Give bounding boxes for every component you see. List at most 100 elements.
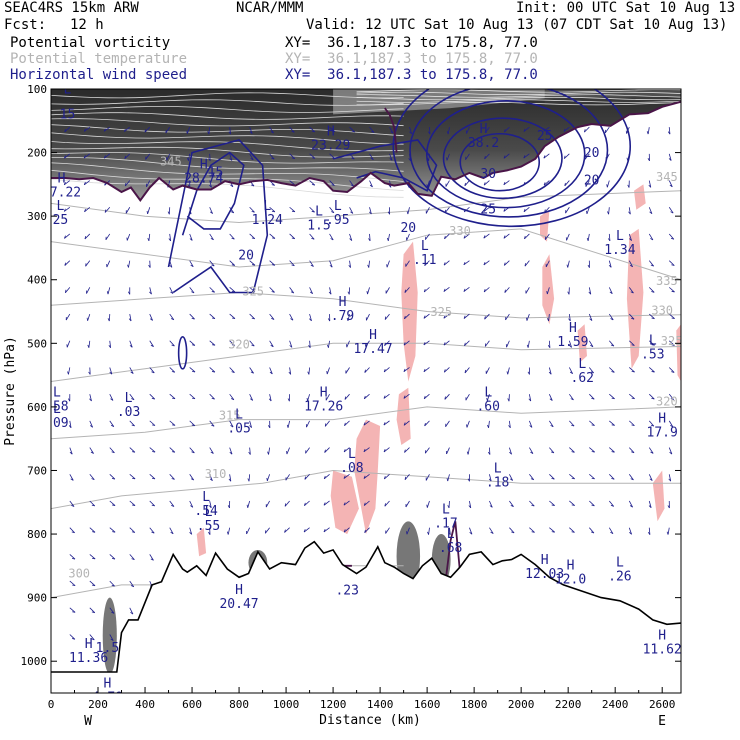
plot-frame xyxy=(50,88,682,694)
wind-vector xyxy=(89,527,96,533)
wind-vector xyxy=(344,393,350,400)
wind-vector xyxy=(369,180,373,188)
wind-vector-head xyxy=(351,157,355,160)
wind-vector xyxy=(446,447,450,455)
east-end-label: E xyxy=(658,714,666,729)
wind-vector xyxy=(463,233,470,239)
wind-vector-head xyxy=(571,451,575,453)
wind-vector xyxy=(309,180,316,186)
wind-vector-head xyxy=(549,398,553,401)
negative-pv-patch xyxy=(542,254,555,325)
jet-isotach xyxy=(459,132,541,192)
wind-vector xyxy=(104,206,111,213)
wind-vector xyxy=(464,340,470,346)
wind-vector xyxy=(504,287,510,293)
wind-vector xyxy=(606,180,610,188)
wind-vector xyxy=(648,500,652,508)
wind-vector xyxy=(124,153,131,160)
wind-vector xyxy=(289,153,296,159)
wind-vector-head xyxy=(109,371,113,375)
wind-vector-head xyxy=(348,264,351,268)
wind-vector-head xyxy=(447,505,450,509)
wind-vector xyxy=(186,127,191,134)
wind-vector xyxy=(349,126,355,133)
x-tick-label: 800 xyxy=(229,698,249,711)
wind-speed-contour-layer xyxy=(167,89,631,370)
wind-vector-head xyxy=(563,155,566,159)
pv-contour-low xyxy=(445,521,461,579)
wind-vector-head xyxy=(306,397,309,401)
wind-vector-head xyxy=(509,451,512,455)
wind-vector-head xyxy=(571,424,575,427)
wind-vector xyxy=(329,233,334,241)
isotach-west xyxy=(181,151,245,236)
wind-vector-head xyxy=(463,261,466,266)
wind-vector xyxy=(569,447,575,453)
wind-vector xyxy=(129,367,134,374)
y-axis-label: Pressure (hPa) xyxy=(3,336,18,446)
wind-vector-head xyxy=(303,529,306,533)
wind-vector xyxy=(229,393,235,401)
wind-vector-head xyxy=(90,451,94,454)
field-theta-xy: XY= 36.1,187.3 to 175.8, 77.0 xyxy=(285,51,538,67)
wind-vector xyxy=(189,340,196,346)
wind-vector xyxy=(107,287,111,295)
wind-vector-head xyxy=(171,451,175,453)
wind-vector xyxy=(506,340,510,348)
wind-vector-head xyxy=(84,236,87,240)
wind-vector-head xyxy=(409,131,412,135)
extremum-letter: L xyxy=(578,357,586,372)
wind-vector-head xyxy=(608,264,612,268)
wind-vector xyxy=(667,527,670,535)
wind-vector xyxy=(648,447,654,454)
wind-vector-head xyxy=(648,184,652,188)
wind-vector-head xyxy=(403,368,406,372)
wind-vector-head xyxy=(610,344,615,347)
field-wind-label: Horizontal wind speed xyxy=(10,67,188,83)
wind-vector xyxy=(509,500,514,507)
wind-vector xyxy=(129,393,135,400)
wind-vector xyxy=(628,447,635,453)
extremum-value: 15 xyxy=(60,107,76,122)
wind-vector-head xyxy=(591,397,595,400)
wind-vector-head xyxy=(190,505,194,508)
wind-vector-head xyxy=(343,529,346,533)
wind-vector-head xyxy=(423,368,426,372)
wind-vector xyxy=(324,420,330,427)
wind-vector-head xyxy=(327,344,329,348)
model-title: SEAC4RS 15km ARW xyxy=(4,0,139,16)
wind-vector xyxy=(649,367,655,373)
wind-vector-head xyxy=(192,371,196,373)
wind-vector-head xyxy=(423,395,426,399)
extremum-letter: L xyxy=(202,490,210,505)
wind-vector xyxy=(266,474,270,482)
wind-vector-head xyxy=(110,424,114,427)
wind-vector-head xyxy=(446,131,449,135)
wind-speed-label: 20 xyxy=(584,146,600,161)
wind-vector-head xyxy=(311,184,315,186)
wind-vector-head xyxy=(284,503,287,507)
wind-vector xyxy=(309,126,316,133)
init-time: Init: 00 UTC Sat 10 Aug 13 xyxy=(516,0,736,16)
wind-vector-head xyxy=(384,503,386,507)
wind-vector-head xyxy=(107,318,110,322)
wind-vector xyxy=(147,207,151,215)
wind-vector-head xyxy=(284,529,286,533)
theta-label: 320 xyxy=(656,395,678,409)
wind-vector-head xyxy=(344,396,347,400)
wind-vector xyxy=(608,233,611,241)
wind-vector-head xyxy=(406,211,409,215)
extremum-value: .08 xyxy=(340,461,363,476)
wind-vector-head xyxy=(466,451,469,455)
wind-vector-head xyxy=(464,369,466,374)
wind-vector xyxy=(406,233,410,241)
wind-vector xyxy=(648,527,651,535)
wind-vector-head xyxy=(589,318,593,321)
wind-vector xyxy=(668,207,674,214)
wind-vector-head xyxy=(170,291,174,294)
wind-vector-head xyxy=(550,424,554,428)
wind-vector-head xyxy=(588,291,592,295)
axes-layer: 0 200 400 600 800 1000 1200 1400 1600 1800 2000 220… xyxy=(21,83,681,711)
extremum-value: .62 xyxy=(571,371,594,386)
wind-vector-head xyxy=(349,238,353,241)
